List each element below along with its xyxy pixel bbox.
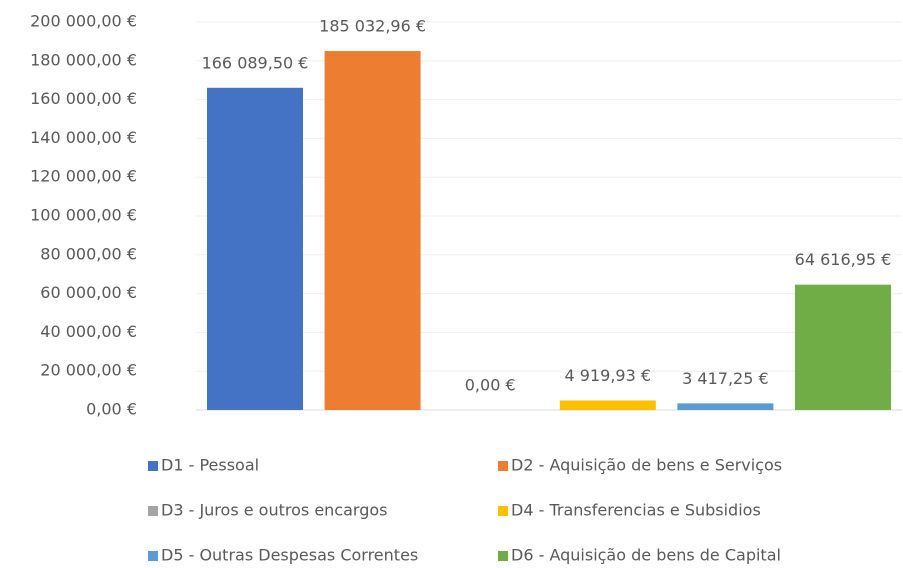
y-tick-label: 0,00 € bbox=[86, 400, 137, 419]
legend-label: D6 - Aquisição de bens de Capital bbox=[511, 546, 781, 565]
y-tick-label: 160 000,00 € bbox=[30, 89, 137, 108]
value-label: 185 032,96 € bbox=[319, 17, 426, 36]
value-label: 3 417,25 € bbox=[682, 369, 769, 388]
y-tick-label: 200 000,00 € bbox=[30, 12, 137, 31]
legend-swatch bbox=[498, 461, 508, 471]
legend-label: D5 - Outras Despesas Correntes bbox=[161, 546, 418, 565]
bar bbox=[559, 400, 656, 410]
legend-label: D3 - Juros e outros encargos bbox=[161, 501, 387, 520]
legend-label: D4 - Transferencias e Subsidios bbox=[511, 501, 761, 520]
legend-swatch bbox=[148, 551, 158, 561]
y-tick-label: 40 000,00 € bbox=[40, 322, 137, 341]
y-tick-label: 180 000,00 € bbox=[30, 50, 137, 69]
bar bbox=[677, 403, 774, 410]
bar bbox=[207, 87, 303, 410]
bar bbox=[324, 51, 421, 410]
y-tick-label: 140 000,00 € bbox=[30, 128, 137, 147]
legend-label: D2 - Aquisição de bens e Serviços bbox=[511, 456, 782, 475]
legend-swatch bbox=[498, 551, 508, 561]
y-tick-label: 120 000,00 € bbox=[30, 167, 137, 186]
legend-swatch bbox=[498, 506, 508, 516]
bar bbox=[795, 284, 891, 410]
y-tick-label: 100 000,00 € bbox=[30, 206, 137, 225]
value-label: 64 616,95 € bbox=[795, 250, 892, 269]
y-tick-label: 20 000,00 € bbox=[40, 361, 137, 380]
value-label: 0,00 € bbox=[465, 376, 516, 395]
y-tick-label: 60 000,00 € bbox=[40, 283, 137, 302]
legend-label: D1 - Pessoal bbox=[161, 456, 259, 475]
value-label: 4 919,93 € bbox=[565, 366, 652, 385]
legend-swatch bbox=[148, 461, 158, 471]
y-tick-label: 80 000,00 € bbox=[40, 244, 137, 263]
value-label: 166 089,50 € bbox=[202, 53, 309, 72]
legend-swatch bbox=[148, 506, 158, 516]
